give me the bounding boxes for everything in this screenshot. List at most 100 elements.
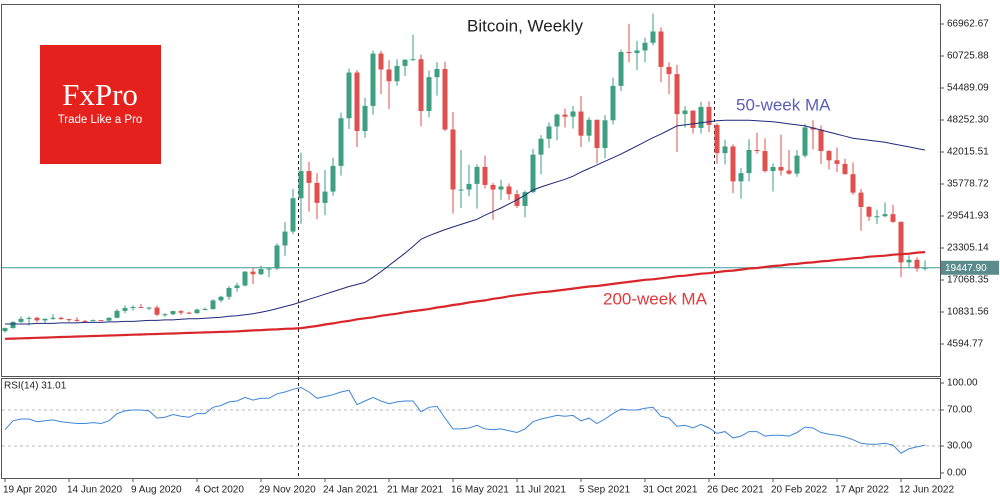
- candle-body: [826, 151, 832, 161]
- candle-body: [674, 74, 680, 115]
- candle-body: [210, 300, 216, 310]
- candle-body: [434, 68, 440, 78]
- marks: 66962.67 60725.88 54489.09 48252.30 42015.51…: [2, 13, 999, 496]
- candle-body: [386, 69, 392, 82]
- candle-body: [778, 166, 784, 171]
- candle-body: [530, 154, 536, 193]
- candle-body: [290, 198, 296, 232]
- rsi-line: [4, 386, 926, 454]
- rsi-tick-label: 30.00: [947, 441, 972, 452]
- y-tick-label: 66962.67: [947, 19, 989, 30]
- x-tick-label: 4 Oct 2020: [195, 485, 244, 496]
- candle-body: [314, 182, 320, 203]
- candle-body: [90, 320, 96, 322]
- ma-label: 200-week MA: [603, 289, 708, 308]
- candle-body: [146, 307, 152, 309]
- candle-body: [770, 166, 776, 172]
- candle-body: [666, 66, 672, 75]
- candle-body: [850, 174, 856, 193]
- candle-body: [362, 105, 368, 132]
- logo-name: FxPro: [62, 77, 138, 112]
- rsi-tick-label: 70.00: [947, 405, 972, 416]
- candle-body: [258, 269, 264, 275]
- chart-title: Bitcoin, Weekly: [467, 16, 583, 35]
- price-panel: [1, 4, 941, 377]
- candle-body: [74, 319, 80, 321]
- candle-body: [458, 189, 464, 191]
- candle-body: [690, 110, 696, 128]
- candle-body: [866, 206, 872, 217]
- candle-body: [18, 318, 24, 322]
- candle-body: [554, 114, 560, 127]
- y-tick-label: 29541.93: [947, 211, 989, 222]
- candle-body: [450, 129, 456, 190]
- candle-body: [722, 146, 728, 154]
- y-tick-label: 54489.09: [947, 83, 989, 94]
- candle-body: [698, 106, 704, 128]
- candle-body: [834, 160, 840, 164]
- candle-body: [482, 166, 488, 185]
- moving-average: [5, 119, 926, 325]
- candle-body: [562, 114, 568, 117]
- candle-body: [154, 307, 160, 315]
- candle-body: [402, 59, 408, 66]
- candle-body: [306, 171, 312, 183]
- rsi-tick-label: 0.00: [947, 468, 967, 479]
- candle-body: [506, 186, 512, 195]
- candle-body: [378, 53, 384, 70]
- x-tick-label: 24 Jan 2021: [323, 485, 378, 496]
- y-tick-label: 42015.51: [947, 147, 989, 158]
- y-tick-label: 60725.88: [947, 51, 989, 62]
- candle-body: [906, 259, 912, 263]
- moving-average: [4, 251, 926, 340]
- y-tick-label: 17068.35: [947, 275, 989, 286]
- candle-body: [738, 173, 744, 182]
- x-tick-label: 16 May 2021: [451, 485, 509, 496]
- candle-body: [338, 118, 344, 166]
- candle-body: [394, 65, 400, 82]
- candle-body: [610, 85, 616, 121]
- candle-body: [202, 309, 208, 311]
- x-tick-label: 20 Feb 2022: [771, 485, 828, 496]
- candle-body: [730, 146, 736, 182]
- candle-body: [522, 192, 528, 206]
- x-tick-label: 5 Sep 2021: [579, 485, 631, 496]
- candle-body: [898, 221, 904, 263]
- candle-body: [922, 267, 928, 269]
- candle-body: [474, 166, 480, 184]
- x-tick-label: 12 Jun 2022: [899, 485, 954, 496]
- y-tick-label: 23305.14: [947, 243, 989, 254]
- candle-body: [42, 318, 48, 321]
- candle-body: [602, 120, 608, 148]
- candle-body: [122, 308, 128, 311]
- candle-body: [2, 328, 8, 332]
- logo: FxPro Trade Like a Pro: [40, 45, 161, 164]
- candle-body: [266, 268, 272, 270]
- candle-body: [490, 184, 496, 190]
- candle-body: [626, 52, 632, 54]
- candle-body: [714, 124, 720, 154]
- y-tick-label: 35778.72: [947, 179, 989, 190]
- rsi-tick-label: 100.00: [947, 378, 978, 389]
- rsi-label: RSI(14) 31.01: [4, 381, 67, 392]
- candle-body: [650, 31, 656, 43]
- candle-body: [658, 31, 664, 67]
- candle-body: [242, 271, 248, 286]
- candle-body: [746, 150, 752, 174]
- candle-body: [346, 72, 352, 119]
- candle-body: [26, 317, 32, 319]
- candle-body: [354, 72, 360, 132]
- logo-tagline: Trade Like a Pro: [58, 114, 143, 126]
- candle-body: [754, 150, 760, 152]
- candle-body: [538, 138, 544, 155]
- candle-body: [298, 171, 304, 199]
- candle-body: [82, 320, 88, 322]
- candle-body: [50, 317, 56, 319]
- logo-box: [40, 45, 161, 164]
- candle-body: [794, 155, 800, 174]
- x-tick-label: 14 Jun 2020: [67, 485, 122, 496]
- candle-body: [410, 59, 416, 61]
- candle-body: [170, 311, 176, 315]
- candle-body: [874, 216, 880, 218]
- candle-body: [218, 296, 224, 301]
